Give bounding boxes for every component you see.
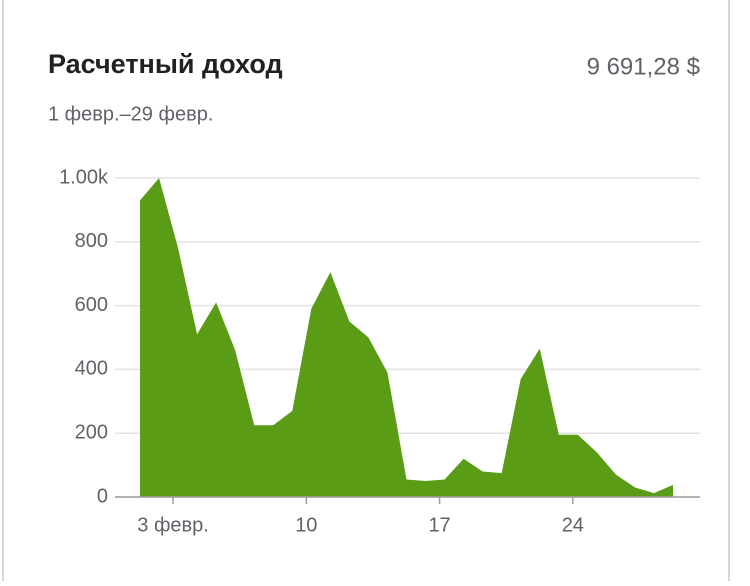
date-range: 1 февр.–29 февр. <box>48 103 213 125</box>
area <box>140 178 673 497</box>
y-tick-label: 1.00k <box>59 166 109 188</box>
x-tick-label: 10 <box>295 514 317 536</box>
x-tick-label: 17 <box>428 514 450 536</box>
y-tick-label: 0 <box>97 485 108 507</box>
x-tick-label: 3 февр. <box>137 514 209 536</box>
total-value: 9 691,28 $ <box>587 53 700 80</box>
y-tick-label: 400 <box>75 358 108 380</box>
y-tick-label: 600 <box>75 294 108 316</box>
y-tick-label: 800 <box>75 230 108 252</box>
y-tick-label: 200 <box>75 421 108 443</box>
x-tick-label: 24 <box>562 514 584 536</box>
chart-title: Расчетный доход <box>48 49 283 79</box>
